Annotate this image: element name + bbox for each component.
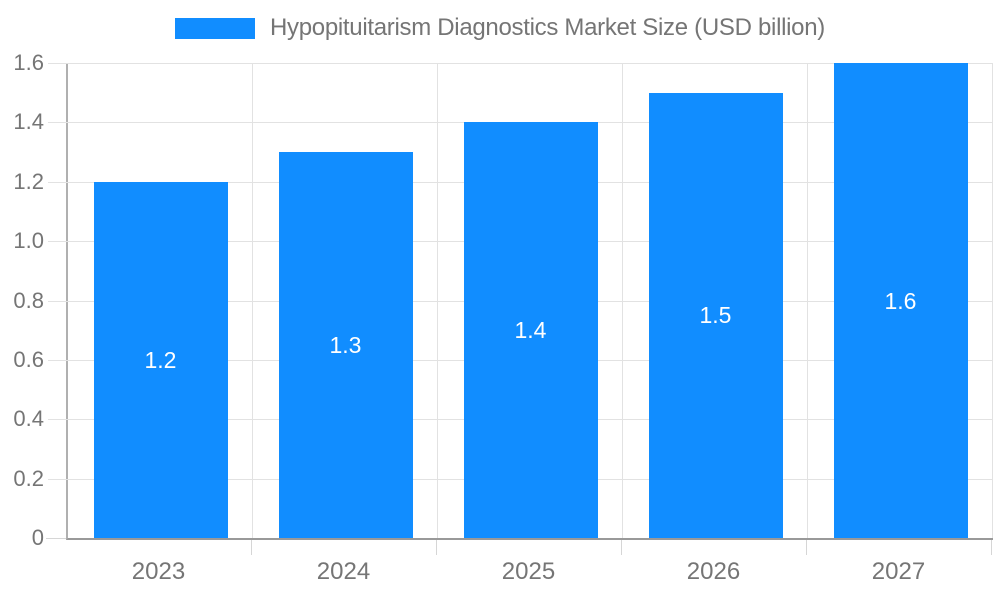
y-axis-tick-label: 1.4 <box>13 109 44 135</box>
x-axis-tick <box>991 540 992 555</box>
bar-value-label: 1.6 <box>884 287 917 314</box>
y-axis-tick-label: 1.0 <box>13 228 44 254</box>
y-axis-tick-label: 1.2 <box>13 168 44 194</box>
x-axis-tick-label: 2024 <box>316 558 371 585</box>
bar <box>278 152 413 538</box>
v-gridline <box>807 63 808 538</box>
bar <box>463 122 598 538</box>
y-axis-tick-label: 1.6 <box>13 50 44 75</box>
bar-value-label: 1.4 <box>514 317 547 344</box>
y-axis-tick-label: 0.4 <box>13 406 44 432</box>
x-axis-tick-label: 2027 <box>871 558 926 585</box>
v-gridline <box>252 63 253 538</box>
v-gridline <box>437 63 438 538</box>
plot-area: 1.2 1.3 1.4 1.5 1.6 <box>48 63 993 540</box>
x-axis-tick <box>621 540 622 555</box>
h-gridline <box>48 63 993 64</box>
bar-value-label: 1.2 <box>144 346 177 373</box>
chart-legend: Hypopituitarism Diagnostics Market Size … <box>0 14 1000 42</box>
bar-value-label: 1.3 <box>329 332 362 359</box>
chart-title: Hypopituitarism Diagnostics Market Size … <box>270 14 825 41</box>
y-axis-tick-label: 0.2 <box>13 465 44 491</box>
x-axis-tick <box>251 540 252 555</box>
bar <box>648 92 783 538</box>
y-axis-tick <box>46 538 66 539</box>
x-axis-tick-label: 2026 <box>686 558 741 585</box>
y-axis-tick-label: 0 <box>31 525 44 550</box>
bar <box>833 63 968 538</box>
v-gridline <box>622 63 623 538</box>
y-axis-tick-label: 0.6 <box>13 346 44 372</box>
x-axis-tick <box>436 540 437 555</box>
legend-swatch <box>175 17 256 39</box>
x-axis-tick <box>806 540 807 555</box>
x-axis-tick-label: 2023 <box>131 558 186 585</box>
y-axis-tick-label: 0.8 <box>13 287 44 313</box>
x-axis-tick-label: 2025 <box>501 558 556 585</box>
bar-value-label: 1.5 <box>699 302 732 329</box>
bar <box>93 181 228 538</box>
v-gridline <box>992 63 993 538</box>
